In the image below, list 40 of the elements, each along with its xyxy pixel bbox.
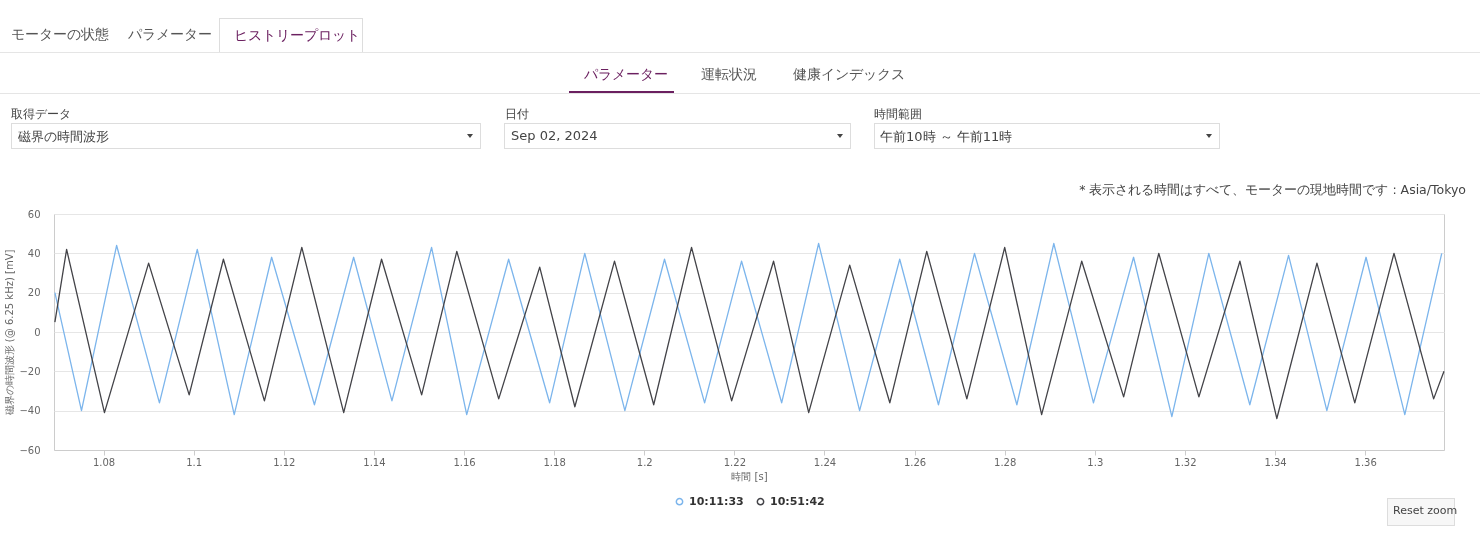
text: パラメーター (584, 66, 668, 84)
y-tick-label: 60 (27, 208, 41, 220)
legend-label: 10:51:42 (770, 494, 825, 508)
text: 午前10時 ～ 午前11時 (880, 128, 1013, 146)
x-axis-title: 時間 [s] (731, 470, 768, 482)
x-tick-label: 1.14 (363, 456, 386, 468)
y-tick-label: −20 (19, 365, 41, 377)
x-tick-label: 1.12 (273, 456, 296, 468)
text: モーターの状態 (11, 26, 109, 44)
text: 磁界の時間波形 (18, 128, 109, 146)
x-tick-label: 1.32 (1174, 456, 1197, 468)
legend-label: 10:11:33 (689, 494, 744, 508)
x-tick-label: 1.2 (636, 456, 653, 468)
text: Reset zoom (1393, 504, 1458, 517)
y-tick-label: 0 (34, 326, 41, 338)
x-tick-label: 1.28 (994, 456, 1017, 468)
text: ヒストリープロット (234, 27, 360, 45)
text: 健康インデックス (793, 66, 905, 84)
text: パラメーター (128, 26, 212, 44)
x-tick-label: 1.36 (1354, 456, 1377, 468)
x-tick-label: 1.3 (1087, 456, 1104, 468)
text: 取得データ (11, 106, 71, 123)
x-tick-label: 1.22 (723, 456, 746, 468)
text: 運転状況 (701, 66, 757, 84)
y-tick-label: 20 (27, 287, 41, 299)
text: 時間範囲 (874, 106, 922, 123)
x-tick-label: 1.34 (1264, 456, 1287, 468)
text: Sep 02, 2024 (511, 128, 598, 143)
y-tick-label: 40 (27, 247, 41, 259)
y-tick-label: −40 (19, 405, 41, 417)
y-tick-label: −60 (19, 444, 41, 456)
x-tick-label: 1.26 (903, 456, 927, 468)
y-axis-title: 磁界の時間波形 (@ 6.25 kHz) [mV] (4, 249, 16, 417)
text: 日付 (505, 106, 529, 123)
x-tick-label: 1.24 (813, 456, 837, 468)
x-tick-label: 1.1 (186, 456, 203, 468)
text: * 表示される時間はすべて、モーターの現地時間です : Asia/Tokyo (1079, 182, 1466, 199)
x-tick-label: 1.18 (543, 456, 566, 468)
x-tick-label: 1.16 (453, 456, 476, 468)
x-tick-label: 1.08 (92, 456, 116, 468)
